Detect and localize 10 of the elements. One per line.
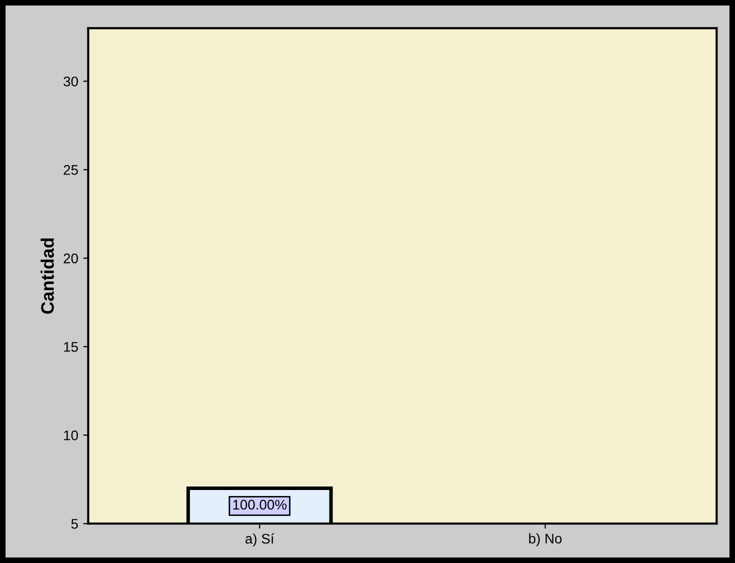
annotation: 100.00% <box>233 500 287 510</box>
y-tick-label: 20 <box>64 254 78 264</box>
x-tick-label: a) Sí <box>246 533 274 546</box>
y-tick-label: 10 <box>64 430 78 440</box>
y-tick-label: 30 <box>64 76 78 86</box>
y-tick-label: 25 <box>64 165 78 175</box>
x-tick-label: b) No <box>529 533 562 546</box>
y-tick-label: 15 <box>64 342 78 352</box>
y-tick-label: 5 <box>71 519 78 529</box>
y-axis-title: Cantidad <box>40 238 54 314</box>
